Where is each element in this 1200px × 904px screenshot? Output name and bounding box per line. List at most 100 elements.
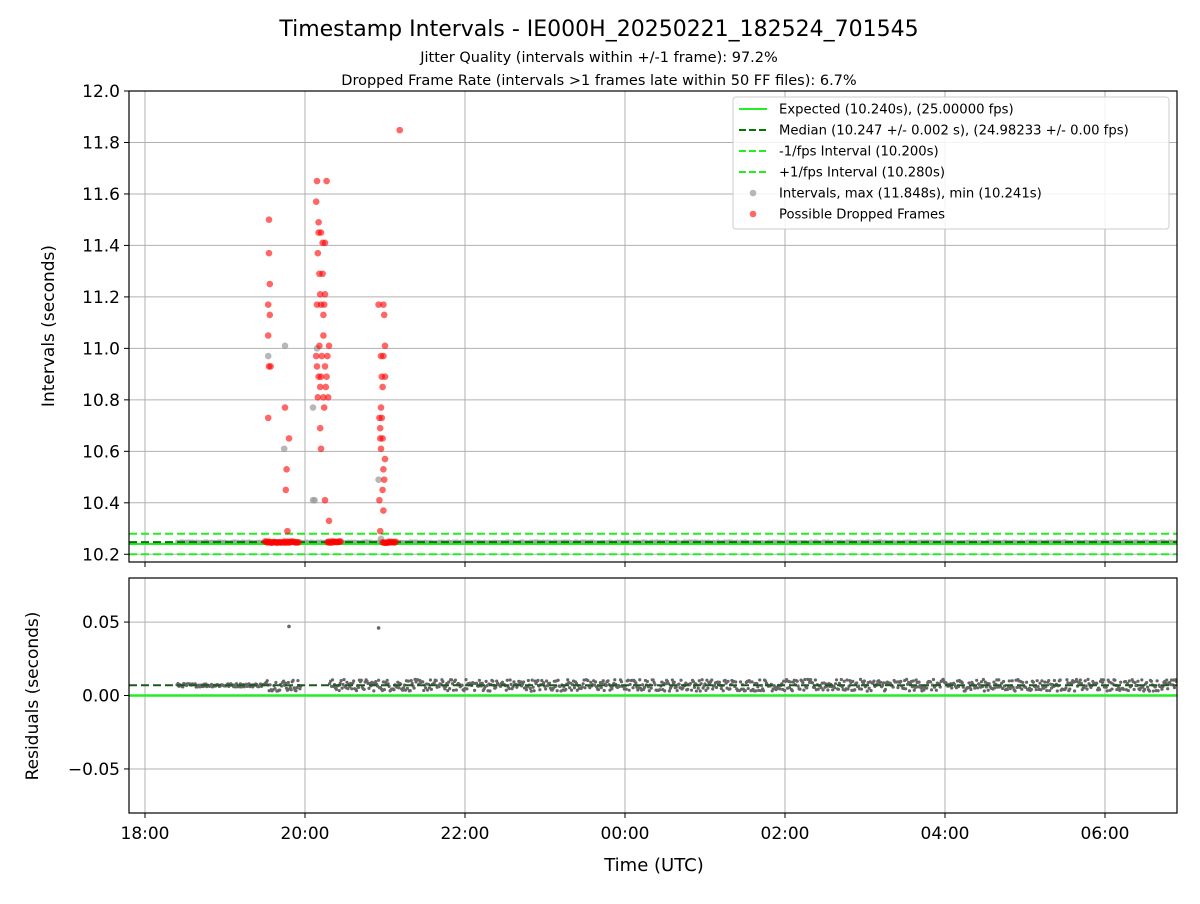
residual-point (1010, 679, 1014, 683)
residual-point (278, 688, 282, 692)
residual-point (907, 689, 912, 693)
residual-point (1066, 681, 1070, 685)
residual-point (1133, 681, 1137, 685)
residual-point (929, 680, 933, 684)
interval-outlier-point (375, 476, 382, 483)
residual-point (545, 679, 549, 683)
residual-point (706, 686, 710, 690)
dropped-frame-point (314, 249, 322, 257)
dropped-frame-point (381, 342, 389, 350)
residual-point (993, 686, 997, 690)
residual-point (606, 679, 610, 683)
residual-point (689, 681, 693, 686)
residual-point (454, 688, 458, 692)
residual-point (692, 685, 697, 689)
residual-point (891, 685, 895, 689)
residual-point (538, 688, 542, 692)
residual-point (295, 685, 299, 690)
x-axis-label: Time (UTC) (603, 855, 704, 876)
residual-point (1166, 687, 1170, 691)
dropped-frame-point (376, 527, 384, 535)
residual-point (809, 678, 813, 682)
top-ytick-label: 10.6 (82, 442, 120, 462)
legend-label: Intervals, max (11.848s), min (10.241s) (779, 187, 1042, 202)
residual-point (833, 682, 838, 686)
residual-point (867, 686, 871, 690)
residual-point (484, 679, 488, 684)
residual-point (619, 680, 624, 684)
residual-point (638, 678, 642, 682)
residual-point (859, 687, 864, 691)
residual-point (372, 689, 376, 693)
dropped-frame-point (284, 527, 291, 535)
residual-point (1105, 689, 1109, 693)
dropped-frame-point (381, 455, 389, 463)
dropped-frame-point (266, 280, 274, 288)
residual-point (865, 689, 869, 693)
residual-point (624, 687, 628, 691)
residual-point (813, 678, 818, 682)
residual-point (677, 682, 681, 686)
top-ytick-label: 10.8 (82, 391, 120, 411)
residual-point (728, 687, 732, 691)
dropped-frame-point (319, 270, 326, 278)
residual-point (798, 687, 802, 691)
residual-point (851, 679, 855, 684)
residual-point (377, 678, 381, 682)
residual-point (268, 683, 272, 687)
residual-point (1165, 678, 1169, 682)
residual-point (542, 681, 546, 685)
legend-marker (749, 210, 757, 218)
residual-point (330, 678, 335, 682)
residual-point (428, 678, 433, 682)
dropped-frame-point (377, 404, 385, 411)
residual-point (1052, 678, 1057, 683)
residual-point (1121, 687, 1126, 691)
residual-point (627, 688, 631, 692)
residual-point (812, 685, 817, 690)
residual-point (374, 680, 378, 684)
residual-point (447, 680, 451, 684)
dropped-frame-point (317, 445, 325, 453)
residual-point (912, 688, 916, 692)
residual-point (453, 678, 457, 682)
residual-point (845, 678, 849, 682)
residual-point (367, 686, 371, 691)
residual-point (783, 688, 787, 693)
dropped-frame-point (312, 352, 320, 360)
residual-point (743, 689, 747, 693)
bottom-ytick-label: 0.00 (82, 687, 120, 707)
residual-point (674, 685, 678, 689)
residual-point (872, 679, 876, 683)
residual-point (670, 678, 674, 682)
residual-point (842, 679, 846, 683)
residual-point (1123, 679, 1128, 684)
residual-point (1119, 680, 1123, 684)
residual-point (934, 688, 938, 692)
residual-point (846, 687, 850, 691)
dropped-frame-point (320, 332, 327, 339)
residual-point (1065, 678, 1069, 682)
residual-point (979, 680, 984, 684)
residual-point (1036, 685, 1040, 689)
residual-point (986, 688, 990, 692)
residual-point (1011, 685, 1015, 689)
residual-point (795, 679, 799, 683)
residual-point (286, 680, 290, 685)
residual-point (569, 688, 574, 692)
dropped-frame-point (316, 383, 324, 391)
residual-point (350, 687, 354, 691)
residual-point (869, 689, 873, 693)
bottom-data-layer (129, 624, 1177, 697)
dropped-frame-point (265, 249, 273, 257)
residual-point (1038, 681, 1042, 685)
dropped-frame-point (283, 466, 290, 473)
chart-title: Timestamp Intervals - IE000H_20250221_18… (278, 17, 918, 42)
dropped-frame-point (380, 352, 387, 360)
residual-point (437, 685, 441, 689)
legend: Expected (10.240s), (25.00000 fps) Median… (732, 96, 1170, 230)
residual-point (710, 678, 714, 682)
residual-point (508, 678, 512, 682)
residual-point (1078, 678, 1082, 682)
